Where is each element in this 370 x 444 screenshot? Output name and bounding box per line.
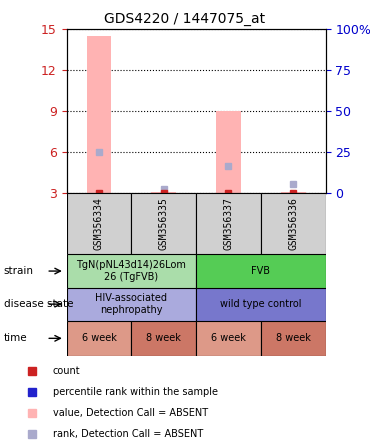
Bar (196, 288, 326, 321)
Text: GSM356335: GSM356335 (159, 197, 169, 250)
Text: HIV-associated
nephropathy: HIV-associated nephropathy (95, 293, 167, 315)
Bar (261, 321, 326, 356)
Bar (131, 193, 196, 254)
Text: wild type control: wild type control (220, 299, 302, 309)
Bar (151, 192, 176, 193)
Bar (196, 321, 261, 356)
Bar (281, 192, 306, 193)
Text: GDS4220 / 1447075_at: GDS4220 / 1447075_at (104, 12, 266, 27)
Text: rank, Detection Call = ABSENT: rank, Detection Call = ABSENT (53, 428, 203, 439)
Text: percentile rank within the sample: percentile rank within the sample (53, 387, 218, 397)
Bar (67, 288, 196, 321)
Text: value, Detection Call = ABSENT: value, Detection Call = ABSENT (53, 408, 208, 418)
Text: count: count (53, 366, 80, 376)
Bar (196, 193, 261, 254)
Bar (87, 36, 111, 193)
Text: 8 week: 8 week (146, 333, 181, 343)
Text: time: time (4, 333, 27, 343)
Bar (67, 193, 131, 254)
Text: FVB: FVB (251, 266, 270, 276)
Text: 8 week: 8 week (276, 333, 311, 343)
Bar (261, 193, 326, 254)
Bar (216, 111, 241, 193)
Text: GSM356334: GSM356334 (94, 197, 104, 250)
Text: 6 week: 6 week (81, 333, 117, 343)
Bar (131, 321, 196, 356)
Bar (196, 254, 326, 288)
Bar (67, 321, 131, 356)
Text: 6 week: 6 week (211, 333, 246, 343)
Bar (67, 254, 196, 288)
Text: strain: strain (4, 266, 34, 276)
Text: TgN(pNL43d14)26Lom
26 (TgFVB): TgN(pNL43d14)26Lom 26 (TgFVB) (77, 260, 186, 282)
Text: disease state: disease state (4, 299, 73, 309)
Text: GSM356336: GSM356336 (288, 197, 298, 250)
Text: GSM356337: GSM356337 (223, 197, 233, 250)
